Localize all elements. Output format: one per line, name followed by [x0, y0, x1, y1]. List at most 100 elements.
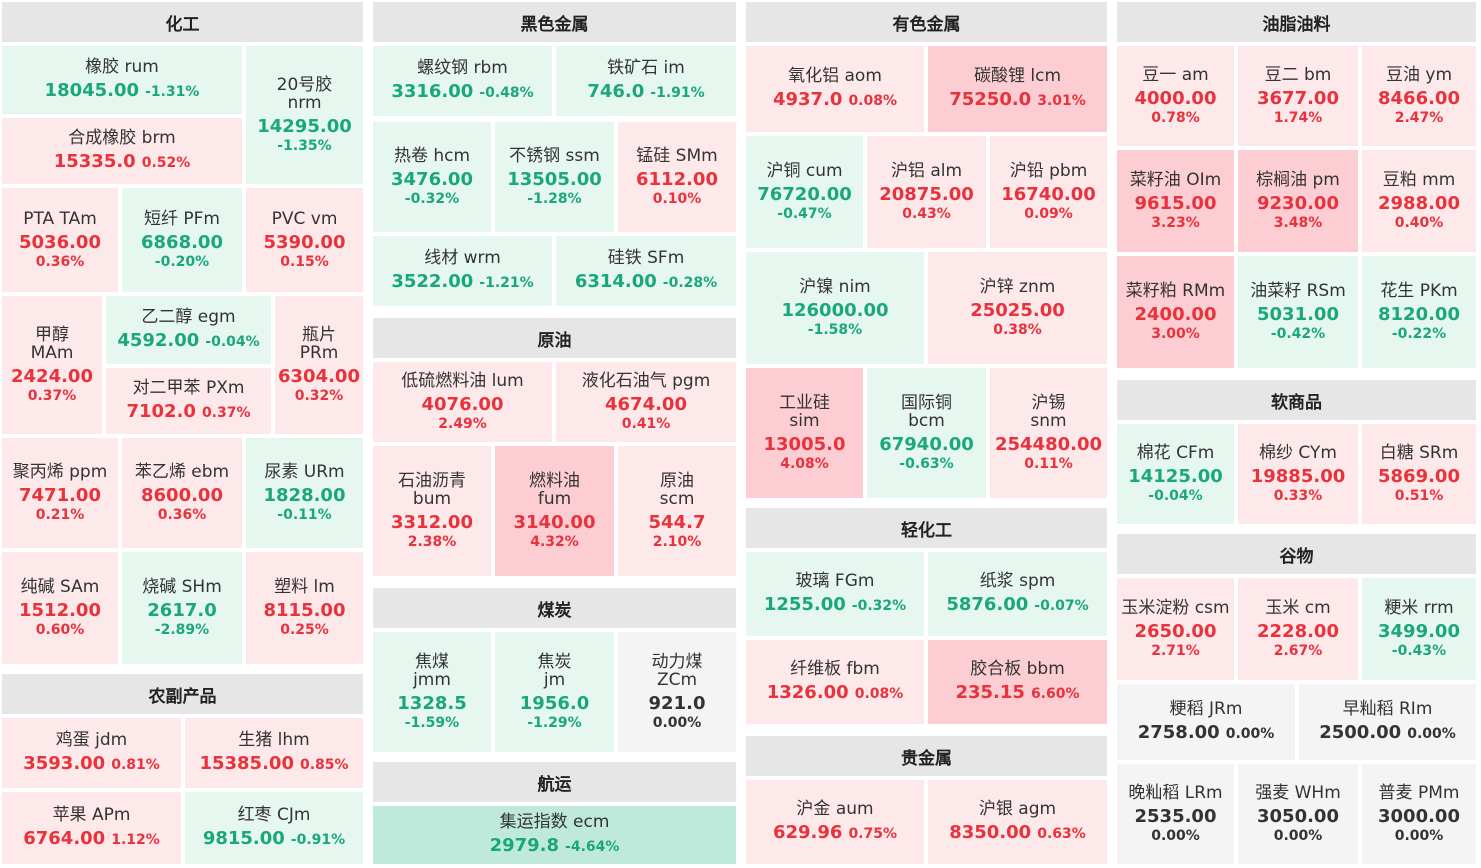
tile-pm[interactable]: 棕榈油 pm 9230.00 3.48%: [1238, 150, 1358, 252]
tile-rmm[interactable]: 菜籽粕 RMm 2400.00 3.00%: [1117, 256, 1234, 368]
tile-srm[interactable]: 白糖 SRm 5869.00 0.51%: [1362, 424, 1476, 524]
tile-shm[interactable]: 烧碱 SHm 2617.0 -2.89%: [122, 552, 242, 664]
tile-code: MAm: [30, 343, 74, 363]
tile-jrm[interactable]: 粳稻 JRm 2758.00 0.00%: [1117, 684, 1295, 760]
tile-change: 0.21%: [35, 507, 85, 523]
tile-change: -0.04%: [205, 334, 260, 350]
tile-change: 0.63%: [1037, 826, 1086, 842]
tile-lhm[interactable]: 生猪 lhm 15385.00 0.85%: [185, 718, 363, 788]
tile-egm[interactable]: 乙二醇 egm 4592.00 -0.04%: [106, 296, 271, 364]
tile-nrm[interactable]: 20号胶 nrm 14295.00 -1.35%: [246, 46, 363, 184]
tile-cfm[interactable]: 棉花 CFm 14125.00 -0.04%: [1117, 424, 1234, 524]
tile-bcm[interactable]: 国际铜 bcm 67940.00 -0.63%: [867, 368, 986, 498]
tile-jm[interactable]: 焦炭 jm 1956.0 -1.29%: [495, 632, 614, 752]
tile-cm[interactable]: 玉米 cm 2228.00 2.67%: [1238, 578, 1358, 680]
tile-pkm[interactable]: 花生 PKm 8120.00 -0.22%: [1362, 256, 1476, 368]
tile-tam[interactable]: PTA TAm 5036.00 0.36%: [2, 188, 118, 292]
tile-ebm[interactable]: 苯乙烯 ebm 8600.00 0.36%: [122, 438, 242, 548]
tile-snm[interactable]: 沪锡 snm 254480.00 0.11%: [990, 368, 1107, 498]
tile-name: PTA TAm: [23, 209, 97, 229]
tile-code: PRm: [299, 343, 339, 363]
tile-spm[interactable]: 纸浆 spm 5876.00 -0.07%: [928, 552, 1107, 636]
tile-pgm[interactable]: 液化石油气 pgm 4674.00 0.41%: [556, 362, 736, 442]
tile-rrm[interactable]: 粳米 rrm 3499.00 -0.43%: [1362, 578, 1476, 680]
tile-change: 0.09%: [1024, 206, 1073, 222]
tile-cym[interactable]: 棉纱 CYm 19885.00 0.33%: [1238, 424, 1358, 524]
tile-mm[interactable]: 豆粕 mm 2988.00 0.40%: [1362, 150, 1476, 252]
tile-lm[interactable]: 塑料 lm 8115.00 0.25%: [246, 552, 363, 664]
tile-jmm[interactable]: 焦煤 jmm 1328.5 -1.59%: [373, 632, 491, 752]
tile-rbm[interactable]: 螺纹钢 rbm 3316.00 -0.48%: [373, 46, 552, 116]
tile-lcm[interactable]: 碳酸锂 lcm 75250.0 3.01%: [928, 46, 1107, 132]
tile-change: -1.31%: [145, 84, 200, 100]
tile-aom[interactable]: 氧化铝 aom 4937.0 0.08%: [746, 46, 924, 132]
section-title-agri: 农副产品: [2, 674, 363, 714]
tile-price: 8120.00: [1378, 304, 1460, 325]
tile-scm[interactable]: 原油 scm 544.7 2.10%: [618, 446, 736, 576]
tile-name: 瓶片: [302, 325, 336, 345]
tile-change: -0.42%: [1270, 326, 1326, 342]
tile-fgm[interactable]: 玻璃 FGm 1255.00 -0.32%: [746, 552, 924, 636]
tile-fum[interactable]: 燃料油 fum 3140.00 4.32%: [495, 446, 614, 576]
tile-whm[interactable]: 强麦 WHm 3050.00 0.00%: [1238, 764, 1358, 864]
tile-vm[interactable]: PVC vm 5390.00 0.15%: [246, 188, 363, 292]
tile-jdm[interactable]: 鸡蛋 jdm 3593.00 0.81%: [2, 718, 181, 788]
tile-name: 工业硅: [779, 393, 830, 413]
tile-rsm[interactable]: 油菜籽 RSm 5031.00 -0.42%: [1238, 256, 1358, 368]
tile-apm[interactable]: 苹果 APm 6764.00 1.12%: [2, 792, 181, 864]
tile-name: 沪金 aum: [796, 799, 874, 819]
tile-pbm[interactable]: 沪铅 pbm 16740.00 0.09%: [990, 136, 1107, 248]
tile-im[interactable]: 铁矿石 im 746.0 -1.91%: [556, 46, 736, 116]
tile-change: 0.00%: [1151, 828, 1200, 844]
tile-change: 0.33%: [1273, 488, 1323, 504]
tile-urm[interactable]: 尿素 URm 1828.00 -0.11%: [246, 438, 363, 548]
tile-lum[interactable]: 低硫燃料油 lum 4076.00 2.49%: [373, 362, 552, 442]
tile-smm[interactable]: 锰硅 SMm 6112.00 0.10%: [618, 122, 736, 232]
tile-name: 鸡蛋 jdm: [55, 730, 128, 750]
tile-agm[interactable]: 沪银 agm 8350.00 0.63%: [928, 780, 1107, 864]
tile-fbm[interactable]: 纤维板 fbm 1326.00 0.08%: [746, 640, 924, 724]
tile-zcm[interactable]: 动力煤 ZCm 921.0 0.00%: [618, 632, 736, 752]
tile-price: 6314.00: [574, 271, 657, 292]
tile-name: 氧化铝 aom: [788, 66, 882, 86]
tile-bum[interactable]: 石油沥青 bum 3312.00 2.38%: [373, 446, 491, 576]
tile-price: 3050.00: [1257, 806, 1339, 827]
tile-price: 2617.0: [147, 600, 217, 621]
tile-code: fum: [537, 489, 572, 509]
tile-am[interactable]: 豆一 am 4000.00 0.78%: [1117, 46, 1234, 146]
tile-aum[interactable]: 沪金 aum 629.96 0.75%: [746, 780, 924, 864]
tile-brm[interactable]: 合成橡胶 brm 15335.0 0.52%: [2, 118, 242, 184]
tile-name: 白糖 SRm: [1379, 443, 1459, 463]
tile-change: 0.51%: [1394, 488, 1444, 504]
tile-cjm[interactable]: 红枣 CJm 9815.00 -0.91%: [185, 792, 363, 864]
tile-lrm[interactable]: 晚籼稻 LRm 2535.00 0.00%: [1117, 764, 1234, 864]
tile-sam[interactable]: 纯碱 SAm 1512.00 0.60%: [2, 552, 118, 664]
tile-pfm[interactable]: 短纤 PFm 6868.00 -0.20%: [122, 188, 242, 292]
tile-pxm[interactable]: 对二甲苯 PXm 7102.0 0.37%: [106, 368, 271, 434]
tile-price: 629.96: [772, 822, 843, 843]
tile-ym[interactable]: 豆油 ym 8466.00 2.47%: [1362, 46, 1476, 146]
tile-cum[interactable]: 沪铜 cum 76720.00 -0.47%: [746, 136, 863, 248]
tile-sfm[interactable]: 硅铁 SFm 6314.00 -0.28%: [556, 236, 736, 306]
tile-sim[interactable]: 工业硅 sim 13005.0 4.08%: [746, 368, 863, 498]
tile-rim[interactable]: 早籼稻 RIm 2500.00 0.00%: [1299, 684, 1476, 760]
tile-nim[interactable]: 沪镍 nim 126000.00 -1.58%: [746, 252, 924, 364]
tile-znm[interactable]: 沪锌 znm 25025.00 0.38%: [928, 252, 1107, 364]
tile-ppm[interactable]: 聚丙烯 ppm 7471.00 0.21%: [2, 438, 118, 548]
tile-mam[interactable]: 甲醇 MAm 2424.00 0.37%: [2, 296, 102, 434]
tile-csm[interactable]: 玉米淀粉 csm 2650.00 2.71%: [1117, 578, 1234, 680]
tile-prm[interactable]: 瓶片 PRm 6304.00 0.32%: [275, 296, 363, 434]
tile-ecm[interactable]: 集运指数 ecm 2979.8 -4.64%: [373, 806, 736, 864]
tile-name: 集运指数 ecm: [499, 812, 610, 832]
tile-alm[interactable]: 沪铝 alm 20875.00 0.43%: [867, 136, 986, 248]
tile-pmm[interactable]: 普麦 PMm 3000.00 0.00%: [1362, 764, 1476, 864]
tile-bm[interactable]: 豆二 bm 3677.00 1.74%: [1238, 46, 1358, 146]
tile-wrm[interactable]: 线材 wrm 3522.00 -1.21%: [373, 236, 552, 306]
tile-price: 2424.00: [11, 366, 93, 387]
tile-name: 螺纹钢 rbm: [417, 58, 508, 78]
tile-hcm[interactable]: 热卷 hcm 3476.00 -0.32%: [373, 122, 491, 232]
tile-bbm[interactable]: 胶合板 bbm 235.15 6.60%: [928, 640, 1107, 724]
tile-oim[interactable]: 菜籽油 OIm 9615.00 3.23%: [1117, 150, 1234, 252]
tile-ssm[interactable]: 不锈钢 ssm 13505.00 -1.28%: [495, 122, 614, 232]
tile-rum[interactable]: 橡胶 rum 18045.00 -1.31%: [2, 46, 242, 114]
